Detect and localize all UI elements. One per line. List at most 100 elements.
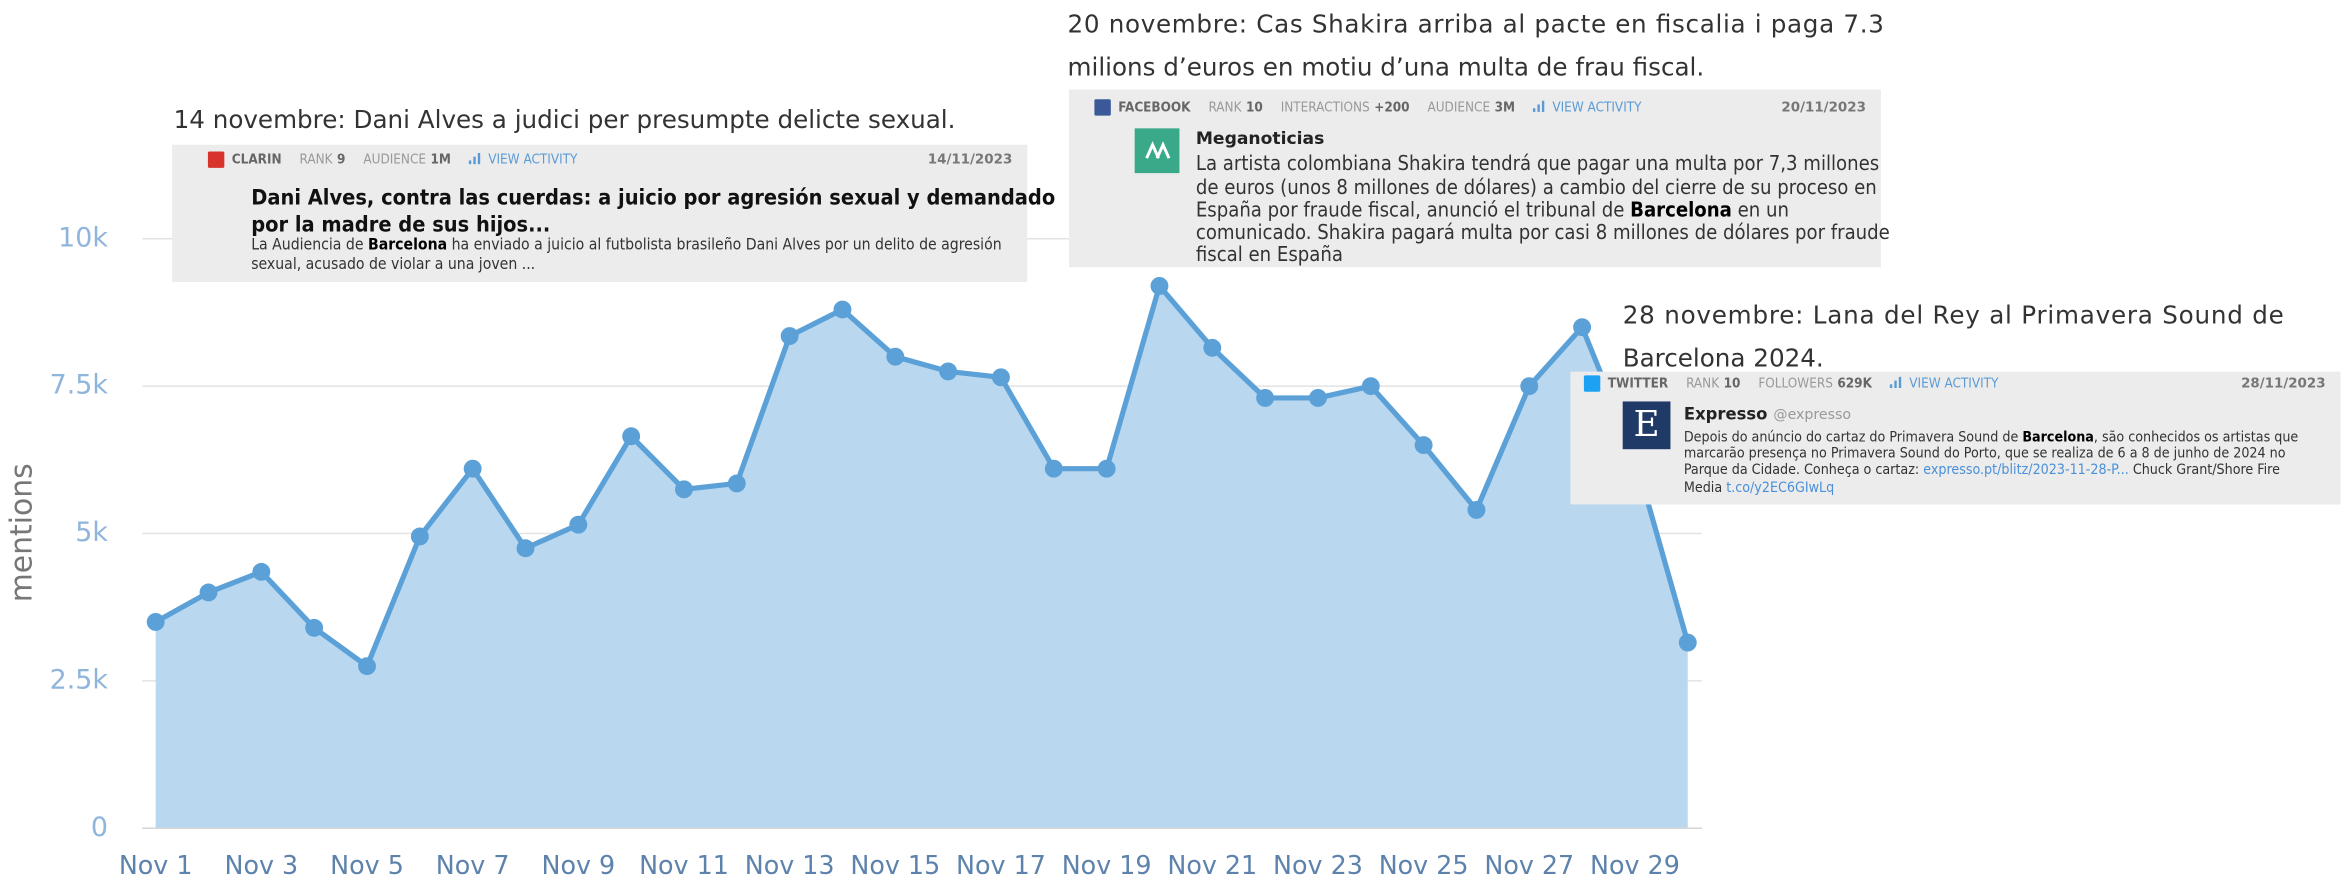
meta-label: AUDIENCE xyxy=(1427,100,1490,115)
post-date: 28/11/2023 xyxy=(2241,377,2326,392)
annotation-heading: 20 novembre: Cas Shakira arriba al pacte… xyxy=(1068,9,1884,38)
body-segment: Media xyxy=(1684,480,1726,496)
x-tick-label: Nov 27 xyxy=(1484,850,1574,880)
point xyxy=(305,618,324,637)
x-tick-label: Nov 23 xyxy=(1273,850,1363,880)
point xyxy=(1414,436,1433,455)
x-tick-label: Nov 3 xyxy=(224,850,298,880)
x-tick-label: Nov 13 xyxy=(745,850,835,880)
x-tick-label: Nov 5 xyxy=(330,850,404,880)
point xyxy=(569,515,588,534)
body-segment: marcarão presença no Primavera Sound do … xyxy=(1684,446,2286,462)
annotation-heading: 14 novembre: Dani Alves a judici per pre… xyxy=(174,105,956,134)
source-name: CLARIN xyxy=(232,153,282,168)
post-date: 14/11/2023 xyxy=(928,153,1013,168)
y-tick-label: 0 xyxy=(91,812,108,843)
annotation-heading: 28 novembre: Lana del Rey al Primavera S… xyxy=(1623,300,2284,329)
y-tick-label: 7.5k xyxy=(50,370,109,401)
point xyxy=(1467,500,1486,519)
post-body: La Audiencia de Barcelona ha enviado a j… xyxy=(251,234,1001,253)
logo-mark xyxy=(1145,141,1160,159)
point xyxy=(1256,388,1275,407)
meta-value: 10 xyxy=(1246,100,1263,115)
point xyxy=(1308,388,1327,407)
point xyxy=(1361,377,1380,396)
point xyxy=(199,583,218,602)
source-name: TWITTER xyxy=(1608,377,1669,392)
activity-icon xyxy=(1898,376,1902,389)
body-segment: Depois do anúncio do cartaz do Primavera… xyxy=(1684,429,2022,445)
activity-icon xyxy=(468,160,472,165)
meta-value: 1M xyxy=(431,153,451,168)
body-segment: ha enviado a juicio al futbolista brasil… xyxy=(447,234,1002,253)
meta-value: 3M xyxy=(1495,100,1515,115)
x-tick-label: Nov 21 xyxy=(1167,850,1257,880)
body-segment: sexual, acusado de violar a una joven ..… xyxy=(251,254,535,273)
post-body: fiscal en España xyxy=(1196,242,1343,266)
y-tick-label: 5k xyxy=(75,517,108,548)
meta-value: 629K xyxy=(1837,377,1872,392)
point xyxy=(780,327,799,346)
body-segment: Parque da Cidade. Conheça o cartaz: xyxy=(1684,462,1923,478)
logo-letter: E xyxy=(1634,404,1660,445)
author-logo xyxy=(1134,128,1180,174)
body-segment: Barcelona xyxy=(2022,429,2094,445)
point xyxy=(463,459,482,478)
annotation-heading: milions d’euros en motiu d’una multa de … xyxy=(1068,53,1705,82)
activity-icon xyxy=(477,152,481,165)
point xyxy=(1044,459,1063,478)
body-segment: comunicado. Shakira pagará multa por cas… xyxy=(1196,219,1890,243)
meta-label: FOLLOWERS xyxy=(1758,377,1833,392)
meta-label: RANK xyxy=(1686,377,1720,392)
author-name: Expresso xyxy=(1684,404,1768,423)
activity-icon xyxy=(1537,104,1540,112)
x-tick-label: Nov 1 xyxy=(119,850,193,880)
meta-value: +200 xyxy=(1374,100,1409,115)
activity-icon xyxy=(1532,108,1536,112)
view-activity: VIEW ACTIVITY xyxy=(488,153,578,168)
y-axis-label: mentions xyxy=(4,463,39,602)
activity-icon xyxy=(1889,384,1893,389)
activity-icon xyxy=(1894,380,1897,389)
point xyxy=(1203,338,1222,357)
meta-label: INTERACTIONS xyxy=(1281,100,1370,115)
activity-icon xyxy=(473,156,476,165)
body-segment: expresso.pt/blitz/2023-11-28-P... xyxy=(1923,462,2129,478)
point xyxy=(516,539,535,558)
meta-label: AUDIENCE xyxy=(363,153,426,168)
post-body: marcarão presença no Primavera Sound do … xyxy=(1684,446,2286,462)
post-card xyxy=(1570,371,2341,505)
point xyxy=(1097,459,1116,478)
point xyxy=(1520,377,1539,396)
x-tick-label: Nov 15 xyxy=(850,850,940,880)
point xyxy=(358,657,376,676)
post-card xyxy=(172,144,1028,283)
author-logo xyxy=(1622,401,1671,450)
y-tick-label: 10k xyxy=(58,222,108,253)
meta-label: RANK xyxy=(1208,100,1242,115)
x-tick-label: Nov 19 xyxy=(1062,850,1152,880)
x-tick-label: Nov 7 xyxy=(436,850,510,880)
point xyxy=(410,527,429,546)
activity-icon xyxy=(1541,100,1545,112)
body-segment: fiscal en España xyxy=(1196,242,1343,266)
point xyxy=(146,612,165,631)
post-body: de euros (unos 8 millones de dólares) a … xyxy=(1196,175,1877,199)
source-icon xyxy=(207,151,225,168)
body-segment: de euros (unos 8 millones de dólares) a … xyxy=(1196,175,1877,199)
point xyxy=(939,362,958,381)
post-title: por la madre de sus hijos... xyxy=(251,212,550,237)
area xyxy=(155,285,1688,829)
post-body: sexual, acusado de violar a una joven ..… xyxy=(251,254,535,273)
x-tick-label: Nov 9 xyxy=(541,850,615,880)
post-card xyxy=(1069,89,1881,268)
point xyxy=(1150,276,1169,295)
meta-value: 10 xyxy=(1724,377,1741,392)
logo-mark xyxy=(1155,141,1171,159)
x-tick-label: Nov 11 xyxy=(639,850,729,880)
point xyxy=(675,480,693,499)
body-segment: La Audiencia de xyxy=(251,234,368,253)
line xyxy=(154,283,1691,669)
